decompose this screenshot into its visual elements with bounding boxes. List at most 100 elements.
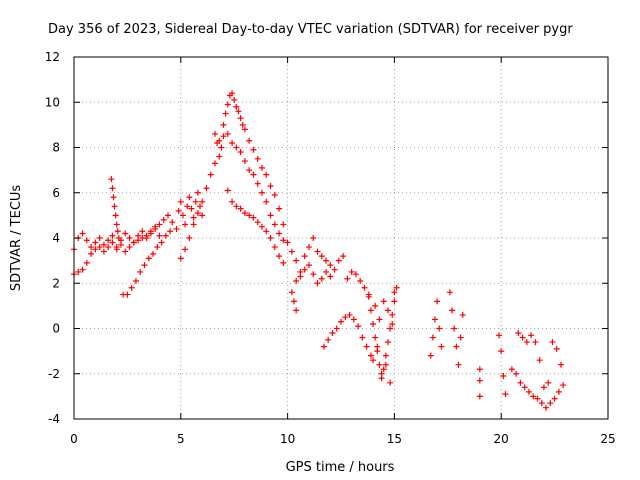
data-point (389, 311, 396, 318)
data-point (156, 221, 163, 228)
y-tick-label: 12 (45, 50, 60, 64)
data-point (100, 241, 107, 248)
data-point (132, 277, 139, 284)
data-point (92, 246, 99, 253)
data-point (211, 160, 218, 167)
data-point (376, 361, 383, 368)
data-point (197, 203, 204, 210)
data-point (233, 144, 240, 151)
data-point (96, 235, 103, 241)
data-point (323, 268, 330, 275)
data-point (124, 291, 131, 298)
data-point (393, 284, 400, 291)
data-point (515, 330, 522, 337)
data-point (549, 339, 556, 346)
data-point (530, 393, 537, 400)
data-point (438, 343, 445, 350)
data-point (105, 237, 112, 244)
data-point (83, 259, 90, 266)
data-point (88, 244, 95, 251)
data-point (154, 244, 161, 251)
data-point (108, 176, 115, 183)
data-point (167, 228, 174, 235)
series-peak-7.4h (220, 90, 287, 228)
data-point (190, 214, 197, 221)
data-point (342, 314, 349, 321)
data-point (271, 244, 278, 251)
data-point (156, 232, 163, 239)
data-point (382, 352, 389, 359)
data-point (222, 110, 229, 117)
data-point (233, 103, 240, 110)
data-point (182, 246, 189, 253)
series-block-17.8h (446, 289, 466, 368)
data-point (164, 212, 171, 219)
data-point (152, 223, 159, 230)
data-point (327, 273, 334, 280)
data-point (203, 185, 210, 192)
data-point (553, 345, 560, 352)
data-point (258, 223, 265, 230)
data-point (301, 266, 308, 273)
series-rising-2.5h (120, 228, 174, 298)
data-point (551, 395, 558, 402)
data-point (434, 298, 441, 305)
data-point (143, 232, 150, 239)
data-point (173, 225, 180, 232)
data-point (237, 115, 244, 122)
data-point (276, 205, 283, 212)
data-point (250, 146, 257, 153)
data-point (128, 284, 135, 291)
data-point (241, 126, 248, 133)
data-point (291, 298, 298, 305)
data-point (92, 239, 99, 246)
data-point (83, 237, 90, 244)
data-point (318, 275, 325, 282)
data-point (558, 361, 565, 368)
data-point (114, 228, 121, 235)
data-point (436, 325, 443, 332)
data-point (446, 289, 453, 296)
data-point (528, 332, 535, 339)
data-point (305, 244, 312, 251)
data-point (455, 361, 462, 368)
data-point (145, 255, 152, 262)
series-early-lower (71, 212, 180, 278)
data-point (521, 384, 528, 391)
series-spike-1.8h (108, 176, 122, 241)
data-point (384, 307, 391, 314)
y-axis-label: SDTVAR / TECUs (9, 185, 24, 292)
data-point (109, 232, 116, 239)
data-point (367, 352, 374, 359)
data-point (271, 221, 278, 228)
series-block-10h (284, 235, 347, 275)
series-block-5h (175, 189, 206, 228)
x-tick-label: 0 (70, 432, 78, 446)
data-point (184, 203, 191, 210)
data-point (241, 158, 248, 165)
data-point (150, 250, 157, 257)
data-point (323, 257, 330, 264)
data-point (459, 311, 466, 318)
x-tick-label: 5 (177, 432, 185, 446)
data-point (523, 339, 530, 346)
data-point (372, 302, 379, 309)
data-point (135, 237, 142, 244)
data-point (141, 262, 148, 269)
series-block-17h (427, 298, 445, 359)
data-point (534, 395, 541, 402)
series-block-6.7h (211, 130, 227, 151)
data-point (263, 198, 270, 205)
data-point (175, 207, 182, 214)
x-tick-label: 20 (494, 432, 509, 446)
data-point (449, 307, 456, 314)
data-point (457, 334, 464, 341)
data-point (350, 316, 357, 323)
data-point (186, 235, 193, 241)
data-point (284, 239, 291, 246)
series-tail-21h (508, 366, 567, 411)
data-point (117, 241, 124, 248)
series-spread-14.5h (370, 289, 398, 386)
data-point (333, 325, 340, 332)
data-point (216, 137, 223, 144)
